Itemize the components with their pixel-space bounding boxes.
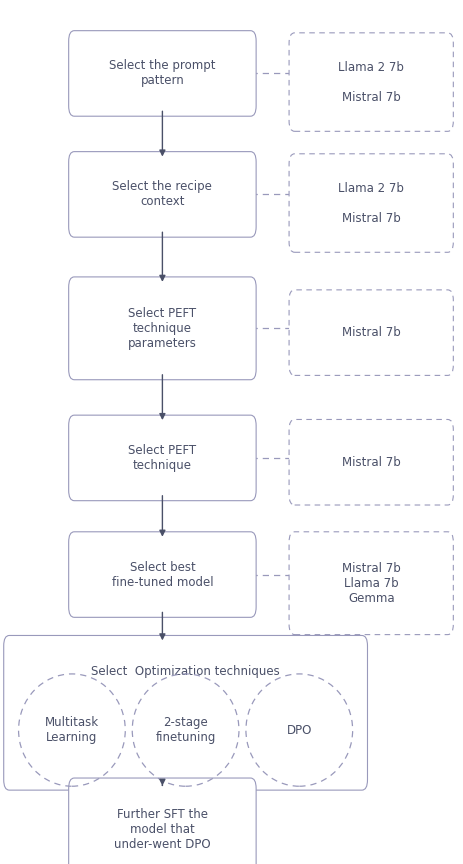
Text: Further SFT the
model that
under-went DPO: Further SFT the model that under-went DP… [114,808,210,851]
Text: Select best
fine-tuned model: Select best fine-tuned model [111,561,213,588]
Text: Mistral 7b
Llama 7b
Gemma: Mistral 7b Llama 7b Gemma [341,562,400,605]
Text: Mistral 7b: Mistral 7b [341,326,400,340]
Text: Llama 2 7b

Mistral 7b: Llama 2 7b Mistral 7b [338,60,403,104]
FancyBboxPatch shape [288,419,452,505]
FancyBboxPatch shape [288,154,452,252]
Text: DPO: DPO [286,723,311,737]
Text: 2-stage
finetuning: 2-stage finetuning [155,716,215,744]
Text: Mistral 7b: Mistral 7b [341,455,400,469]
Text: Multitask
Learning: Multitask Learning [45,716,99,744]
FancyBboxPatch shape [288,531,452,634]
FancyBboxPatch shape [288,290,452,375]
FancyBboxPatch shape [69,416,256,501]
FancyBboxPatch shape [288,33,452,131]
Text: Select  Optimization techniques: Select Optimization techniques [91,665,279,678]
Text: Select the recipe
context: Select the recipe context [112,181,212,208]
FancyBboxPatch shape [69,277,256,380]
FancyBboxPatch shape [69,152,256,238]
Text: Select the prompt
pattern: Select the prompt pattern [109,60,215,87]
FancyBboxPatch shape [4,636,367,790]
Text: Select PEFT
technique: Select PEFT technique [128,444,196,472]
FancyBboxPatch shape [69,31,256,117]
FancyBboxPatch shape [69,778,256,864]
Text: Llama 2 7b

Mistral 7b: Llama 2 7b Mistral 7b [338,181,403,225]
FancyBboxPatch shape [69,531,256,617]
Text: Select PEFT
technique
parameters: Select PEFT technique parameters [128,307,196,350]
